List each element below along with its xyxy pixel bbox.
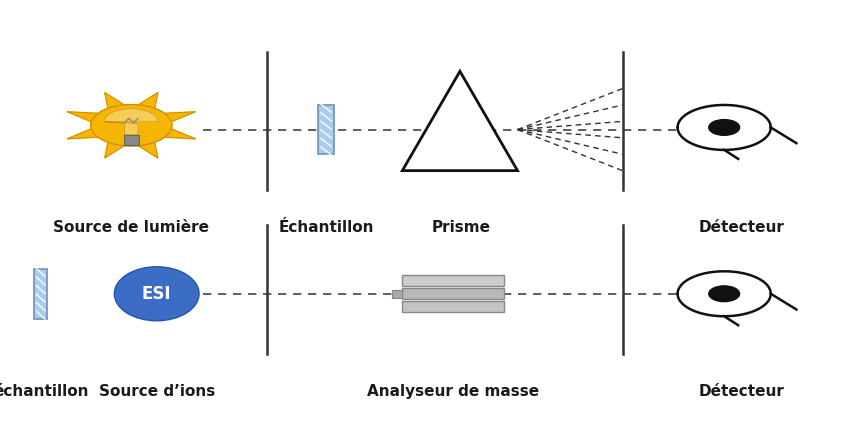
Polygon shape (104, 109, 158, 135)
Polygon shape (678, 105, 771, 150)
Text: Prisme: Prisme (432, 220, 491, 235)
Circle shape (709, 286, 739, 302)
Polygon shape (105, 142, 125, 158)
FancyBboxPatch shape (34, 269, 47, 319)
FancyBboxPatch shape (318, 105, 334, 155)
Polygon shape (402, 71, 518, 171)
Polygon shape (67, 112, 98, 122)
Polygon shape (164, 129, 196, 139)
Text: échantillon: échantillon (0, 384, 88, 400)
Text: ESI: ESI (142, 285, 171, 303)
Polygon shape (164, 112, 196, 122)
Text: Détecteur: Détecteur (698, 384, 784, 400)
Text: Source d’ions: Source d’ions (98, 384, 215, 400)
FancyBboxPatch shape (392, 290, 402, 298)
Polygon shape (138, 142, 158, 158)
Ellipse shape (114, 267, 199, 321)
FancyBboxPatch shape (402, 288, 504, 299)
Text: Détecteur: Détecteur (698, 220, 784, 235)
Polygon shape (678, 271, 771, 316)
Circle shape (709, 120, 739, 135)
Polygon shape (105, 92, 125, 108)
Text: Source de lumière: Source de lumière (53, 220, 209, 235)
FancyBboxPatch shape (124, 135, 139, 145)
Circle shape (91, 105, 172, 146)
FancyBboxPatch shape (402, 301, 504, 312)
Polygon shape (138, 92, 158, 108)
Text: Analyseur de masse: Analyseur de masse (367, 384, 540, 400)
Polygon shape (67, 129, 98, 139)
Text: Échantillon: Échantillon (279, 220, 374, 235)
FancyBboxPatch shape (402, 275, 504, 286)
